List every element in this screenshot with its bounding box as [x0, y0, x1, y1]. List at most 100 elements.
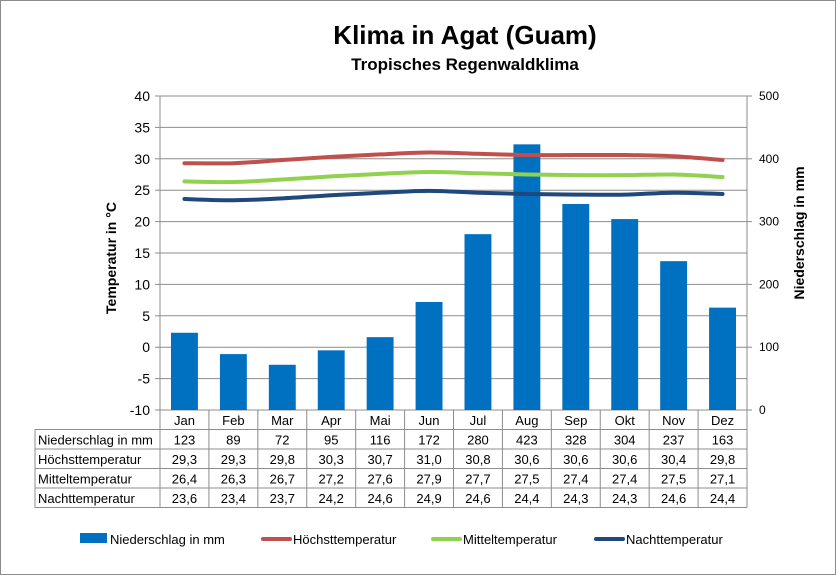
category-label: Sep [564, 413, 587, 428]
table-cell: 89 [226, 433, 240, 448]
table-cell: 23,6 [172, 491, 197, 506]
table-cell: 27,4 [563, 472, 588, 487]
legend: Niederschlag in mm Höchsttemperatur Mittel… [80, 532, 723, 547]
table-cell: 30,6 [514, 452, 539, 467]
table-cell: 27,5 [514, 472, 539, 487]
table-cell: 172 [418, 433, 440, 448]
table-row-header: Niederschlag in mm [38, 433, 153, 448]
left-tick-label: 5 [142, 308, 150, 324]
category-label: Mar [271, 413, 294, 428]
right-tick-label: 100 [759, 340, 779, 354]
bar-jan [171, 332, 198, 410]
bar-dez [709, 307, 736, 410]
left-tick-label: 25 [134, 182, 150, 198]
left-tick-label: 10 [134, 276, 150, 292]
right-tick-label: 300 [759, 215, 779, 229]
left-tick-label: 15 [134, 245, 150, 261]
left-tick-label: -10 [130, 402, 150, 418]
table-cell: 23,4 [221, 491, 246, 506]
table-cell: 29,3 [172, 452, 197, 467]
table-cell: 24,9 [416, 491, 441, 506]
legend-label: Niederschlag in mm [110, 532, 225, 547]
table-cell: 30,8 [465, 452, 490, 467]
table-cell: 24,6 [367, 491, 392, 506]
right-tick-label: 400 [759, 152, 779, 166]
table-cell: 116 [370, 433, 391, 448]
table-cell: 27,1 [710, 472, 735, 487]
bar-apr [317, 350, 345, 410]
right-tick-label: 0 [759, 403, 766, 417]
category-label: Dez [711, 413, 734, 428]
legend-label: Nachttemperatur [626, 532, 723, 547]
category-label: Aug [515, 413, 538, 428]
table-cell: 163 [712, 433, 734, 448]
bar-mar [268, 364, 296, 410]
chart-subtitle: Tropisches Regenwaldklima [351, 55, 579, 74]
table-cell: 30,7 [367, 452, 392, 467]
table-cell: 95 [324, 433, 338, 448]
table-cell: 123 [174, 433, 196, 448]
table-cell: 24,4 [514, 491, 539, 506]
category-label: Jun [419, 413, 440, 428]
table-cell: 30,3 [319, 452, 344, 467]
right-tick-label: 500 [759, 89, 779, 103]
legend-label: Höchsttemperatur [293, 532, 397, 547]
axes: -10-505101520253035400100200300400500Tem… [103, 88, 807, 418]
category-label: Apr [321, 413, 342, 428]
table-cell: 24,3 [612, 491, 637, 506]
table-cell: 304 [614, 433, 636, 448]
table-cell: 30,6 [563, 452, 588, 467]
left-axis-title: Temperatur in °C [103, 202, 119, 314]
table-cell: 24,2 [319, 491, 344, 506]
legend-label: Mitteltemperatur [463, 532, 558, 547]
gridlines [160, 95, 747, 411]
bar-jul [464, 234, 492, 410]
table-cell: 27,4 [612, 472, 637, 487]
bar-feb [219, 354, 247, 410]
table-cell: 23,7 [270, 491, 295, 506]
chart-title: Klima in Agat (Guam) [333, 20, 597, 50]
table-cell: 26,3 [221, 472, 246, 487]
temperature-lines [182, 150, 725, 203]
table-cell: 328 [565, 433, 587, 448]
table-cell: 30,4 [661, 452, 686, 467]
table-cell: 27,7 [465, 472, 490, 487]
precipitation-bars [171, 144, 736, 410]
left-tick-label: -5 [138, 371, 151, 387]
right-axis-title: Niederschlag in mm [791, 166, 807, 299]
left-tick-label: 40 [134, 88, 150, 104]
left-tick-label: 35 [134, 119, 150, 135]
table-row-header: Höchsttemperatur [38, 452, 142, 467]
bar-aug [513, 144, 541, 410]
table-cell: 27,2 [319, 472, 344, 487]
table-cell: 31,0 [416, 452, 441, 467]
category-label: Mai [370, 413, 391, 428]
table-cell: 72 [275, 433, 289, 448]
table-cell: 29,3 [221, 452, 246, 467]
bar-mai [366, 337, 394, 410]
category-label: Jan [174, 413, 195, 428]
bar-jun [415, 301, 443, 410]
legend-swatch-bar [80, 533, 107, 543]
table-cell: 29,8 [270, 452, 295, 467]
bar-nov [660, 261, 688, 410]
table-row-header: Mitteltemperatur [38, 472, 133, 487]
table-cell: 30,6 [612, 452, 637, 467]
table-cell: 24,4 [710, 491, 735, 506]
category-label: Nov [662, 413, 686, 428]
bar-sep [562, 204, 590, 410]
table-cell: 26,7 [270, 472, 295, 487]
table-cell: 237 [663, 433, 685, 448]
category-label: Feb [222, 413, 244, 428]
table-cell: 29,8 [710, 452, 735, 467]
left-tick-label: 0 [142, 339, 150, 355]
right-tick-label: 200 [759, 277, 779, 291]
left-tick-label: 20 [134, 214, 150, 230]
table-cell: 26,4 [172, 472, 197, 487]
bar-okt [611, 219, 639, 410]
left-tick-label: 30 [134, 151, 150, 167]
table-row-header: Nachttemperatur [38, 491, 135, 506]
line-series-1 [182, 169, 725, 185]
category-label: Jul [470, 413, 487, 428]
